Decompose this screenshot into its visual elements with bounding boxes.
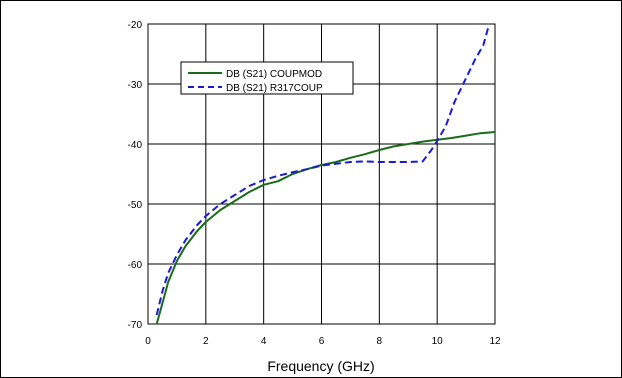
x-tick-label: 2 <box>203 336 209 347</box>
y-tick-label: -20 <box>128 20 143 31</box>
x-tick-label: 4 <box>261 336 267 347</box>
x-tick-label: 0 <box>145 336 151 347</box>
legend-box <box>180 61 354 95</box>
legend: DB (S21) COUPMOD DB (S21) R317COUP <box>180 61 354 95</box>
x-tick-label: 10 <box>432 336 444 347</box>
y-tick-label: -70 <box>128 320 143 331</box>
y-tick-label: -50 <box>128 200 143 211</box>
y-tick-label: -40 <box>128 140 143 151</box>
x-tick-label: 12 <box>489 336 501 347</box>
x-tick-labels: 0 2 4 6 8 10 12 <box>145 336 501 347</box>
series-lines <box>155 23 496 325</box>
series-line-r317coup <box>155 23 491 316</box>
x-axis-label: Frequency (GHz) <box>267 358 374 374</box>
y-tick-labels: -20 -30 -40 -50 -60 -70 <box>128 20 143 331</box>
y-tick-label: -30 <box>128 80 143 91</box>
legend-label-r317coup: DB (S21) R317COUP <box>226 83 323 94</box>
y-tick-label: -60 <box>128 260 143 271</box>
legend-label-coupmod: DB (S21) COUPMOD <box>226 69 322 80</box>
x-tick-label: 6 <box>319 336 325 347</box>
x-tick-label: 8 <box>377 336 383 347</box>
